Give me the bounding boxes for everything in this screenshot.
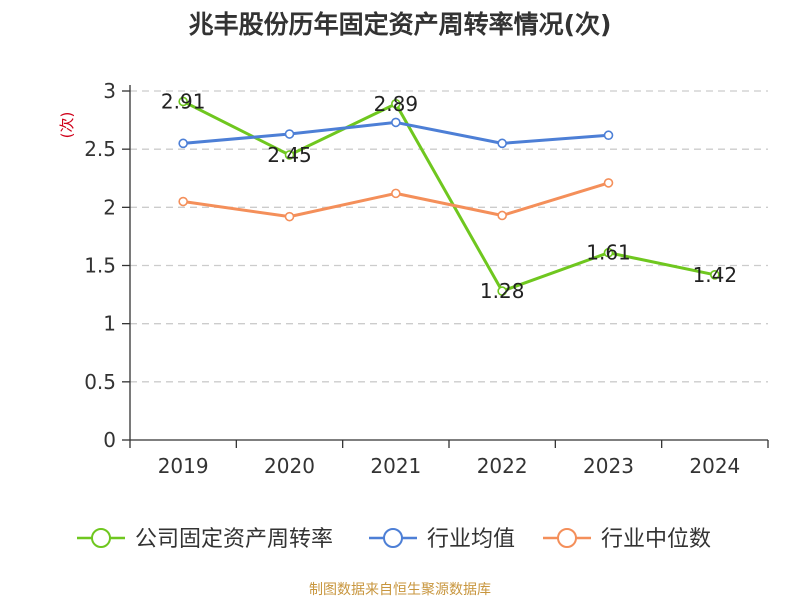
tick-labels: 0 0.5 1 1.5 2 2.5 3 2019 2020 2021 2022 2023 2024 bbox=[84, 79, 769, 478]
data-label: 1.42 bbox=[693, 263, 738, 287]
data-point[interactable] bbox=[603, 130, 614, 141]
data-point[interactable] bbox=[284, 150, 295, 160]
series-3 bbox=[178, 178, 614, 222]
data-label: 1.61 bbox=[586, 241, 631, 265]
y-tick-label: 0 bbox=[103, 428, 116, 452]
data-label: 2.45 bbox=[267, 143, 312, 167]
x-tick-label: 2022 bbox=[477, 454, 528, 478]
series-2 bbox=[178, 117, 614, 149]
x-tick-label: 2021 bbox=[370, 454, 421, 478]
y-tick-label: 2 bbox=[103, 195, 116, 219]
series-line bbox=[182, 100, 716, 293]
data-point[interactable] bbox=[603, 247, 614, 258]
legend-label: 行业中位数 bbox=[601, 527, 711, 552]
data-point[interactable] bbox=[178, 96, 188, 107]
y-tick-label: 1.5 bbox=[84, 254, 116, 278]
series-line bbox=[182, 181, 609, 219]
data-point[interactable] bbox=[391, 98, 401, 109]
y-tick-label: 2.5 bbox=[84, 137, 116, 161]
x-tick-label: 2024 bbox=[689, 454, 740, 478]
series-1 bbox=[178, 96, 720, 296]
source-note: 制图数据来自恒生聚源数据库 bbox=[309, 582, 491, 598]
data-point[interactable] bbox=[603, 178, 614, 188]
x-tick-label: 2019 bbox=[158, 454, 209, 478]
legend-item[interactable]: 行业中位数 bbox=[543, 527, 711, 552]
data-point[interactable] bbox=[178, 138, 188, 149]
data-point[interactable] bbox=[497, 286, 507, 296]
data-label: 1.28 bbox=[480, 279, 525, 303]
chart-title: 兆丰股份历年固定资产周转率情况(次) bbox=[189, 10, 612, 39]
legend-marker-icon bbox=[91, 528, 111, 548]
data-point[interactable] bbox=[391, 188, 401, 199]
data-point[interactable] bbox=[284, 211, 295, 222]
legend[interactable]: 公司固定资产周转率 行业均值 行业中位数 bbox=[77, 527, 711, 552]
data-point[interactable] bbox=[178, 196, 188, 207]
data-labels: 2.91 2.45 2.89 1.28 1.61 1.42 bbox=[161, 89, 737, 303]
legend-marker-icon bbox=[557, 528, 577, 548]
y-tick-label: 3 bbox=[103, 79, 116, 103]
legend-item[interactable]: 行业均值 bbox=[369, 527, 515, 552]
legend-label: 公司固定资产周转率 bbox=[135, 527, 333, 552]
data-point[interactable] bbox=[497, 210, 507, 221]
data-point[interactable] bbox=[391, 117, 401, 128]
legend-marker-icon bbox=[383, 528, 403, 548]
legend-item[interactable]: 公司固定资产周转率 bbox=[77, 527, 333, 552]
y-axis-label: (次) bbox=[58, 112, 76, 139]
x-tick-label: 2020 bbox=[264, 454, 315, 478]
x-tick-label: 2023 bbox=[583, 454, 634, 478]
y-tick-label: 1 bbox=[103, 312, 116, 336]
data-point[interactable] bbox=[497, 138, 507, 149]
series-layer bbox=[178, 96, 720, 296]
data-point[interactable] bbox=[284, 129, 295, 139]
data-label: 2.91 bbox=[161, 89, 206, 113]
grid-lines bbox=[130, 90, 768, 383]
y-tick-label: 0.5 bbox=[84, 370, 116, 394]
data-point[interactable] bbox=[710, 270, 720, 280]
legend-label: 行业均值 bbox=[427, 527, 515, 552]
data-label: 2.89 bbox=[374, 92, 419, 116]
